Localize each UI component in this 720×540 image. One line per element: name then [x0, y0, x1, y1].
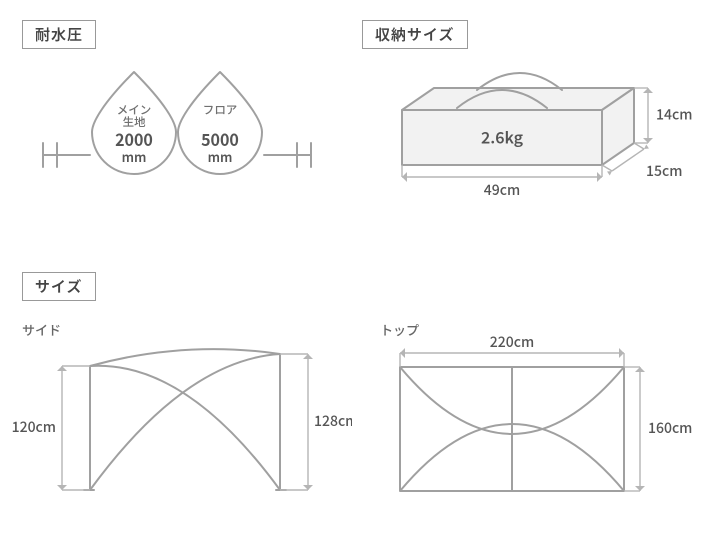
svg-text:15cm: 15cm	[646, 161, 682, 181]
svg-text:mm: mm	[208, 147, 233, 166]
svg-text:フロア: フロア	[203, 102, 238, 118]
svg-text:128cm: 128cm	[314, 411, 352, 431]
waterproof-title: 耐水圧	[22, 20, 96, 49]
svg-text:mm: mm	[122, 147, 147, 166]
storage-title: 収納サイズ	[362, 20, 468, 49]
svg-text:49cm: 49cm	[484, 180, 520, 200]
side-diagram: 120cm 128cm	[12, 330, 352, 525]
svg-text:120cm: 120cm	[12, 417, 56, 437]
size-title: サイズ	[22, 272, 96, 301]
svg-text:14cm: 14cm	[656, 105, 692, 125]
top-diagram: 220cm 160cm	[372, 325, 702, 525]
svg-text:220cm: 220cm	[490, 332, 534, 352]
waterproof-diagram: メイン生地2000mmフロア5000mm	[22, 60, 332, 230]
svg-text:2.6kg: 2.6kg	[481, 125, 524, 149]
svg-text:160cm: 160cm	[648, 418, 692, 438]
storage-diagram: 2.6kg 49cm 14cm 15cm	[372, 55, 702, 225]
